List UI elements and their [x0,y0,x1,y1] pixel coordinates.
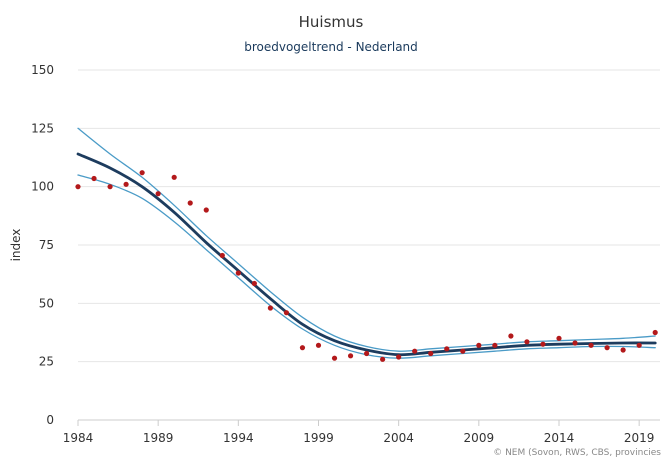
y-tick-label: 100 [31,180,54,194]
index-point [75,184,81,190]
y-axis-label: index [9,229,23,262]
x-tick-label: 1984 [63,431,94,445]
index-point [171,174,177,180]
x-tick-label: 2019 [624,431,655,445]
upper-band-line [77,127,656,352]
y-tick-label: 125 [31,121,54,135]
x-tick-label: 2004 [383,431,414,445]
index-point [620,347,626,353]
x-tick-label: 2009 [464,431,495,445]
index-point [556,335,562,341]
index-point [235,270,241,276]
index-point [428,350,434,357]
index-point [123,181,129,187]
index-point [219,252,225,259]
index-point [588,342,594,348]
index-point [492,342,498,348]
chart-title: Huismus [299,13,364,31]
x-tick-label: 1989 [143,431,174,445]
index-point [444,346,450,352]
y-tick-label: 75 [39,238,54,252]
y-tick-label: 50 [39,296,54,310]
index-point [380,356,386,362]
chart-subtitle: broedvogeltrend - Nederland [244,40,418,54]
index-point [572,340,578,346]
index-point [652,329,658,336]
index-point [508,333,514,339]
index-point [412,348,418,354]
x-axis-ticks: 1984 1989 1994 1999 2004 2009 2014 2019 [63,420,655,445]
index-point [187,200,193,206]
credits-text[interactable]: © NEM (Sovon, RWS, CBS, provincies [493,448,661,457]
index-point [107,184,113,190]
index-point [604,345,610,351]
index-point [283,310,290,316]
series-lines [76,127,657,359]
index-point [315,342,322,348]
y-tick-label: 25 [39,355,54,369]
index-point [91,175,97,182]
gridlines [78,69,660,421]
trend-line [76,152,657,357]
y-tick-label: 150 [31,63,54,77]
index-point [139,170,145,176]
index-point [396,354,402,360]
index-point [540,341,546,347]
x-tick-label: 1999 [303,431,334,445]
x-tick-label: 1994 [223,431,254,445]
x-tick-label: 2014 [544,431,575,445]
index-point [203,207,209,213]
index-point [251,280,257,287]
index-point [524,339,530,345]
index-point [299,345,306,351]
index-point [155,191,161,197]
y-tick-label: 0 [46,413,54,427]
index-point [476,342,482,348]
index-point [267,305,273,311]
index-point [363,350,370,357]
index-point [460,348,466,354]
index-point [636,342,642,348]
y-axis-ticks: 0 25 50 75 100 125 150 [31,63,54,427]
index-points [75,170,658,362]
index-point [347,353,354,359]
index-point [331,355,338,361]
